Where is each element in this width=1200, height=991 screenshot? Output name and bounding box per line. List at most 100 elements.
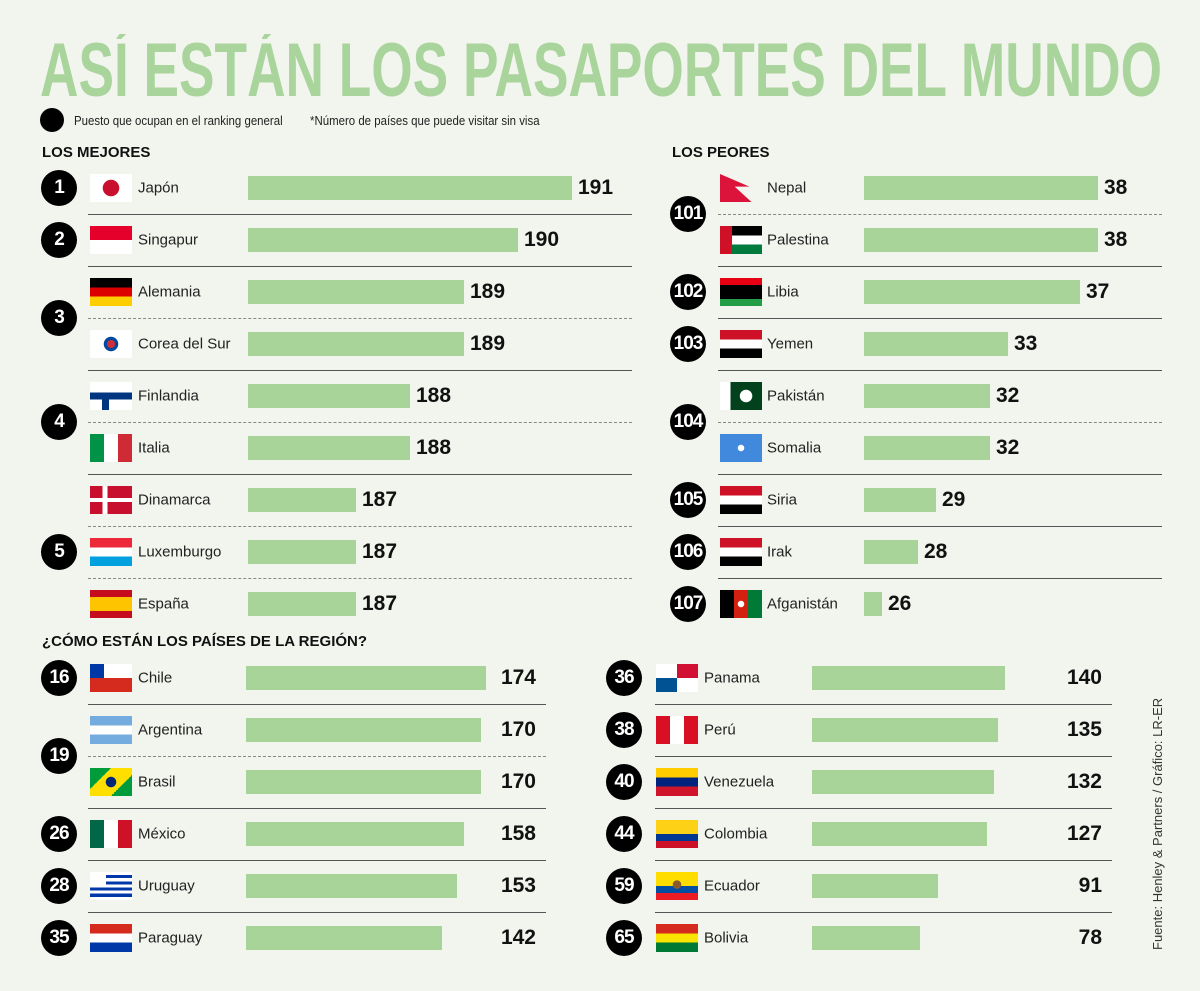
country-name: Panama [704,669,760,687]
rank-circle: 105 [670,482,706,518]
group-divider [655,912,1112,913]
country-name: Singapur [138,231,199,249]
country-name: Corea del Sur [138,335,231,353]
svg-text:ASÍ ESTÁN LOS PASAPORTES DEL M: ASÍ ESTÁN LOS PASAPORTES DEL MUNDO [40,34,1162,106]
bar-value-label: 191 [578,176,614,199]
bar-alemania [248,280,464,304]
bar-value-label: 38 [1104,228,1128,251]
rank-legend-dot-icon [40,108,64,132]
rank-circle: 5 [41,534,77,570]
bar-value-label: 188 [416,436,452,459]
rank-circle: 106 [670,534,706,570]
italy-flag-icon [90,434,132,462]
group-divider [88,704,546,705]
country-name: Yemen [767,335,814,353]
country-name: Bolivia [704,929,749,947]
syria-flag-icon [720,486,762,514]
bar-paraguay [246,926,442,950]
bar-singapur [248,228,518,252]
bar-value-label: 187 [362,540,398,563]
country-name: México [138,825,186,843]
rank-circle: 107 [670,586,706,622]
country-name: Afganistán [767,595,838,613]
bar-value-label: 132 [1066,770,1102,793]
bar-japón [248,176,572,200]
country-name: Libia [767,283,799,301]
bar-value-label: 33 [1014,332,1038,355]
rank-circle: 38 [606,712,642,748]
country-name: Siria [767,491,798,509]
finland-flag-icon [90,382,132,410]
peru-flag-icon [656,716,698,744]
bar-venezuela [812,770,995,794]
bar-palestina [864,228,1098,252]
bar-value-label: 29 [942,488,966,511]
group-divider [718,526,1162,527]
country-name: Dinamarca [138,491,211,509]
argentina-flag-icon [90,716,132,744]
bar-value-label: 140 [1066,666,1102,689]
bar-value-label: 187 [362,488,398,511]
afghanistan-flag-icon [720,590,762,618]
country-name: Japón [138,179,179,197]
group-divider [88,808,546,809]
yemen-flag-icon [720,330,762,358]
bar-value-label: 189 [470,280,506,303]
country-name: Finlandia [138,387,199,405]
row-divider-dashed [88,756,546,757]
group-divider [88,860,546,861]
somalia-flag-icon [720,434,762,462]
bar-irak [864,540,918,564]
mexico-flag-icon [90,820,132,848]
group-divider [88,912,546,913]
section-title-best: LOS MEJORES [42,144,151,161]
bar-méxico [246,822,465,846]
row-divider-dashed [88,578,632,579]
rank-circle: 4 [41,404,77,440]
source-credit: Fuente: Henley & Partners / Gráfico: LR-… [1150,697,1165,950]
rank-circle: 44 [606,816,642,852]
bar-value-label: 91 [1078,874,1102,897]
rank-circle: 28 [41,868,77,904]
rank-circle: 19 [41,738,77,774]
row-divider-dashed [718,422,1162,423]
denmark-flag-icon [90,486,132,514]
rank-circle: 103 [670,326,706,362]
bar-ecuador [812,874,938,898]
group-divider [655,756,1112,757]
country-name: Paraguay [138,929,203,947]
bar-value-label: 170 [500,770,536,793]
bar-value-label: 158 [500,822,536,845]
country-name: España [138,595,189,613]
bar-dinamarca [248,488,356,512]
bar-value-label: 32 [996,384,1020,407]
singapore-flag-icon [90,226,132,254]
country-name: Uruguay [138,877,195,895]
bar-value-label: 187 [362,592,398,615]
spain-flag-icon [90,590,132,618]
bar-value-label: 127 [1066,822,1102,845]
rank-circle: 65 [606,920,642,956]
country-name: Palestina [767,231,829,249]
luxembourg-flag-icon [90,538,132,566]
bar-value-label: 37 [1086,280,1110,303]
bar-value-label: 174 [500,666,536,689]
bar-value-label: 28 [924,540,948,563]
paraguay-flag-icon [90,924,132,952]
country-name: Venezuela [704,773,775,791]
bar-value-label: 38 [1104,176,1128,199]
bar-value-label: 32 [996,436,1020,459]
country-name: Pakistán [767,387,825,405]
country-name: Argentina [138,721,203,739]
country-name: Alemania [138,283,201,301]
group-divider [655,704,1112,705]
bar-nepal [864,176,1098,200]
bar-value-label: 142 [500,926,536,949]
row-divider-dashed [88,422,632,423]
palestine-flag-icon [720,226,762,254]
rank-circle: 104 [670,404,706,440]
bar-pakistán [864,384,990,408]
rank-circle: 2 [41,222,77,258]
bar-value-label: 153 [500,874,536,897]
bar-value-label: 170 [500,718,536,741]
